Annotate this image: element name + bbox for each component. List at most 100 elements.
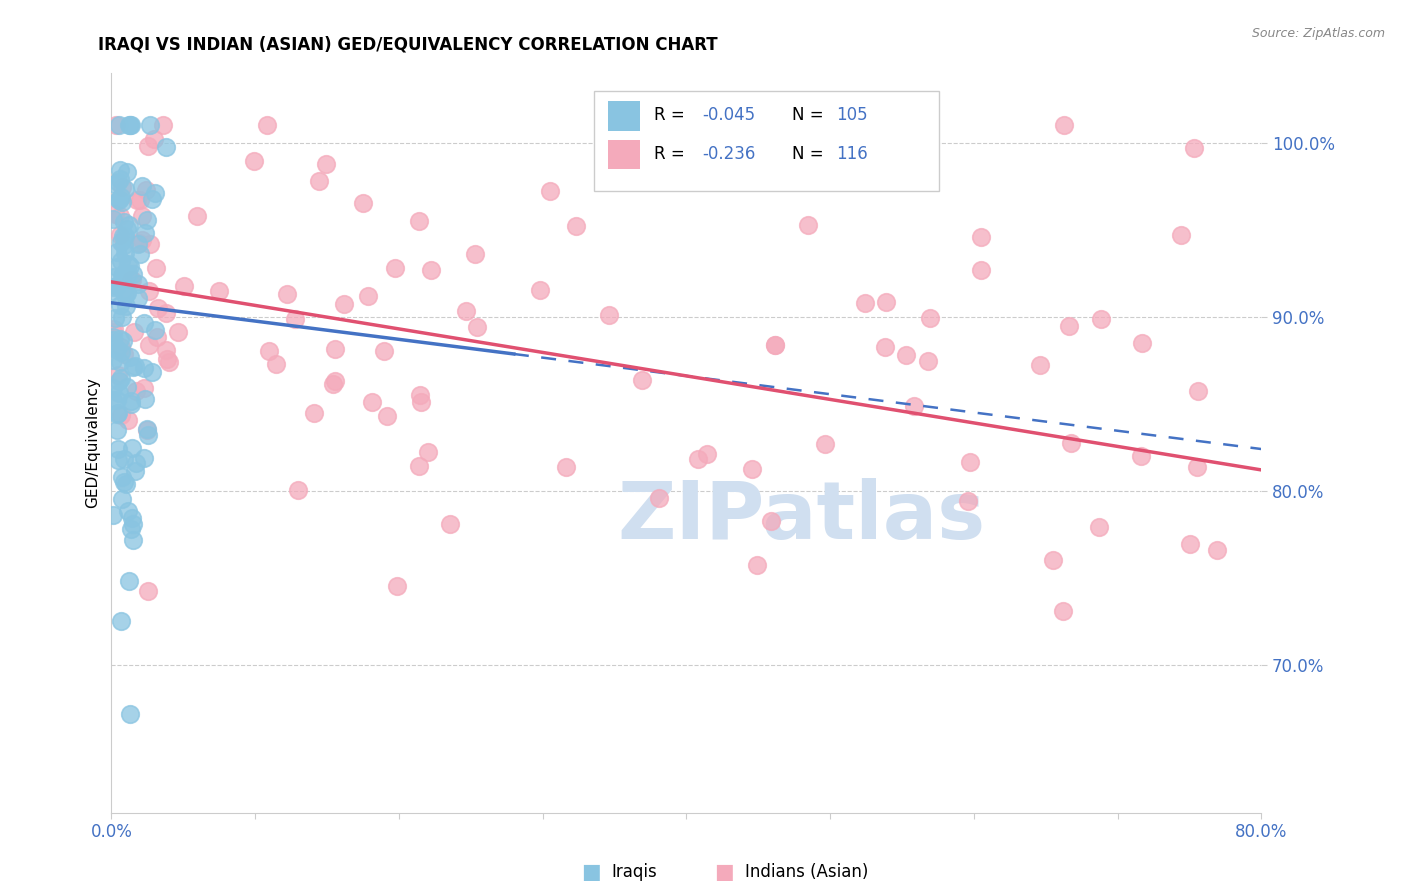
Point [375, 409, 398, 423]
Point [103, 322, 125, 336]
Point [648, 491, 671, 505]
Text: Iraqis: Iraqis [612, 863, 658, 881]
Point [108, 118, 131, 132]
Point [322, 377, 344, 392]
Point [145, 261, 167, 276]
Point [136, 422, 159, 436]
Point [110, 345, 132, 359]
Text: ■: ■ [581, 863, 600, 882]
Point [101, 325, 124, 339]
Point [105, 342, 128, 356]
Point [352, 196, 374, 211]
Point [264, 357, 287, 371]
Point [118, 219, 141, 233]
Point [131, 209, 153, 223]
Point [1170, 227, 1192, 242]
Point [741, 462, 763, 476]
Point [408, 214, 430, 228]
Point [134, 226, 156, 240]
Point [420, 263, 443, 277]
Point [112, 283, 135, 297]
Point [325, 342, 347, 356]
Point [125, 384, 148, 399]
Text: -0.045: -0.045 [703, 106, 755, 124]
Point [129, 193, 152, 207]
Point [105, 279, 128, 293]
Point [917, 353, 939, 368]
Point [465, 320, 488, 334]
Point [875, 340, 897, 354]
Point [208, 285, 231, 299]
Point [121, 533, 143, 548]
Point [529, 283, 551, 297]
Point [120, 394, 142, 409]
Point [125, 193, 148, 207]
Point [105, 392, 128, 407]
Point [107, 442, 129, 456]
Point [107, 453, 129, 467]
Point [186, 209, 208, 223]
FancyBboxPatch shape [609, 139, 640, 169]
Point [105, 118, 128, 132]
Point [538, 184, 561, 198]
Point [107, 175, 129, 189]
Point [101, 211, 124, 226]
Point [855, 296, 877, 310]
Point [129, 247, 152, 261]
Point [139, 237, 162, 252]
Point [120, 350, 142, 364]
Point [111, 180, 134, 194]
Point [115, 286, 138, 301]
Point [173, 279, 195, 293]
Point [101, 393, 124, 408]
Y-axis label: GED/Equivalency: GED/Equivalency [86, 377, 100, 508]
Point [117, 504, 139, 518]
Point [122, 326, 145, 340]
Point [105, 408, 128, 422]
Point [111, 229, 134, 244]
Point [121, 510, 143, 524]
Point [122, 267, 145, 281]
Point [696, 447, 718, 461]
Text: Source: ZipAtlas.com: Source: ZipAtlas.com [1251, 27, 1385, 40]
Point [114, 475, 136, 489]
Point [104, 207, 127, 221]
Point [1087, 519, 1109, 533]
Point [903, 399, 925, 413]
Point [894, 348, 917, 362]
Point [112, 215, 135, 229]
Point [155, 306, 177, 320]
Point [287, 483, 309, 498]
Point [112, 452, 135, 467]
Point [107, 406, 129, 420]
Point [110, 190, 132, 204]
Point [107, 368, 129, 382]
Point [103, 280, 125, 294]
Point [114, 245, 136, 260]
Point [875, 295, 897, 310]
Point [104, 178, 127, 192]
Point [127, 237, 149, 252]
Point [959, 454, 981, 468]
Point [1187, 459, 1209, 474]
Point [120, 273, 142, 287]
Point [142, 131, 165, 145]
Point [111, 268, 134, 283]
Point [598, 308, 620, 322]
Point [115, 222, 138, 236]
Point [107, 193, 129, 207]
Point [361, 394, 384, 409]
Point [124, 359, 146, 374]
Point [108, 355, 131, 369]
Point [1182, 141, 1205, 155]
Point [110, 332, 132, 346]
Text: IRAQI VS INDIAN (ASIAN) GED/EQUIVALENCY CORRELATION CHART: IRAQI VS INDIAN (ASIAN) GED/EQUIVALENCY … [98, 36, 718, 54]
Point [111, 194, 134, 209]
Point [111, 334, 134, 348]
Point [969, 229, 991, 244]
Point [110, 228, 132, 243]
Point [118, 118, 141, 132]
Point [1205, 543, 1227, 558]
Point [167, 326, 190, 340]
Point [110, 371, 132, 385]
